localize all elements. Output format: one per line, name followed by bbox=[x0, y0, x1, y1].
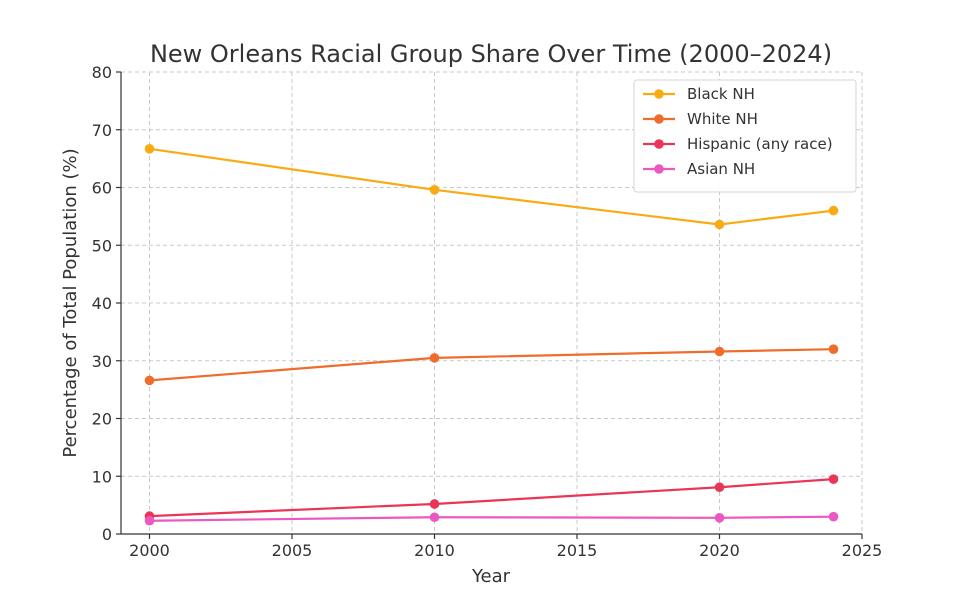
y-tick-label: 50 bbox=[92, 236, 112, 255]
y-tick-label: 80 bbox=[92, 63, 112, 82]
series-line-white-nh bbox=[149, 348, 834, 382]
data-point-white-nh bbox=[714, 346, 725, 357]
x-axis-label: Year bbox=[471, 566, 511, 587]
data-point-black-nh bbox=[828, 205, 839, 216]
series-layer bbox=[144, 144, 839, 526]
data-point-hispanic-any-race bbox=[828, 474, 839, 484]
data-point-asian-nh bbox=[429, 512, 440, 523]
data-point-black-nh bbox=[714, 219, 725, 230]
data-point-hispanic-any-race bbox=[429, 499, 440, 509]
x-tick-label: 2010 bbox=[414, 541, 455, 560]
x-tick-label: 2015 bbox=[557, 541, 598, 560]
y-tick-label: 30 bbox=[92, 352, 112, 371]
data-point-white-nh bbox=[429, 353, 440, 363]
data-point-black-nh bbox=[429, 185, 440, 195]
data-point-asian-nh bbox=[144, 515, 155, 526]
x-tick-label: 2025 bbox=[842, 541, 883, 560]
legend-item: White NH bbox=[643, 110, 758, 128]
legend-swatch-marker bbox=[654, 164, 664, 174]
y-axis-label: Percentage of Total Population (%) bbox=[60, 148, 81, 457]
legend-label: White NH bbox=[687, 110, 758, 128]
data-point-white-nh bbox=[828, 344, 839, 355]
x-tick-label: 2005 bbox=[272, 541, 313, 560]
data-point-asian-nh bbox=[714, 513, 725, 523]
legend-label: Asian NH bbox=[687, 160, 755, 178]
x-tick-label: 2020 bbox=[699, 541, 740, 560]
legend: Black NH White NH Hispanic (any race) Asian… bbox=[633, 79, 857, 193]
y-tick-label: 40 bbox=[92, 294, 112, 313]
y-tick-label: 20 bbox=[92, 410, 112, 429]
series-black-nh bbox=[144, 144, 839, 230]
series-white-nh bbox=[144, 344, 839, 386]
legend-label: Black NH bbox=[687, 85, 755, 103]
y-tick-label: 0 bbox=[102, 525, 112, 544]
legend-swatch-marker bbox=[654, 139, 664, 149]
y-ticks: 0 10 20 30 40 50 60 70 80 bbox=[92, 63, 121, 544]
legend-item: Black NH bbox=[643, 85, 755, 103]
data-point-white-nh bbox=[144, 375, 155, 386]
series-line-black-nh bbox=[149, 147, 834, 226]
series-line-asian-nh bbox=[149, 515, 834, 522]
series-hispanic-any-race bbox=[144, 474, 839, 521]
y-tick-label: 10 bbox=[92, 467, 112, 486]
y-tick-label: 70 bbox=[92, 121, 112, 140]
legend-item: Asian NH bbox=[643, 160, 755, 178]
data-point-hispanic-any-race bbox=[714, 482, 725, 493]
chart-title: New Orleans Racial Group Share Over Time… bbox=[150, 40, 832, 68]
y-tick-label: 60 bbox=[92, 179, 112, 198]
legend-item: Hispanic (any race) bbox=[643, 135, 833, 153]
legend-swatch-marker bbox=[654, 114, 664, 124]
data-point-black-nh bbox=[144, 144, 155, 154]
x-ticks: 2000 2005 2010 2015 2020 2025 bbox=[129, 534, 882, 560]
legend-swatch-marker bbox=[654, 89, 664, 99]
series-line-hispanic-any-race bbox=[149, 478, 834, 518]
series-asian-nh bbox=[144, 511, 839, 526]
x-tick-label: 2000 bbox=[129, 541, 170, 560]
data-point-asian-nh bbox=[828, 511, 839, 522]
legend-box bbox=[633, 79, 857, 193]
legend-label: Hispanic (any race) bbox=[687, 135, 833, 153]
